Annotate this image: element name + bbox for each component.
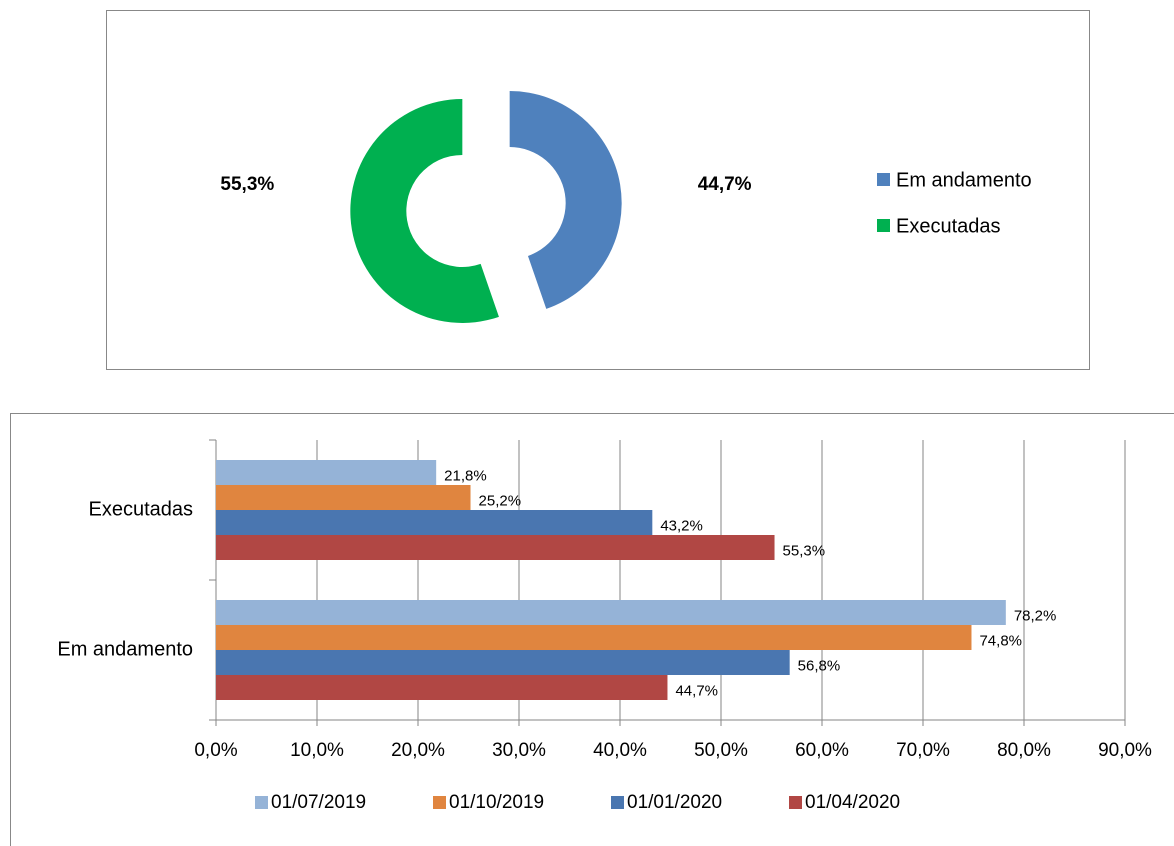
x-tick-label: 90,0% — [1098, 740, 1152, 761]
legend-swatch — [433, 796, 446, 809]
legend-swatch — [611, 796, 624, 809]
donut-slice — [350, 98, 499, 323]
y-tick-label: Em andamento — [57, 638, 193, 660]
donut-slice — [509, 91, 622, 309]
legend-label: 01/07/2019 — [271, 792, 366, 813]
data-label: 25,2% — [479, 492, 522, 509]
legend-label: Em andamento — [896, 169, 1032, 191]
legend-swatch — [789, 796, 802, 809]
x-tick-label: 20,0% — [391, 740, 445, 761]
bar — [216, 625, 972, 650]
data-label: 21,8% — [444, 467, 487, 484]
x-tick-label: 60,0% — [795, 740, 849, 761]
x-tick-label: 40,0% — [593, 740, 647, 761]
data-label: 56,8% — [798, 657, 841, 674]
bar — [216, 460, 437, 485]
slice-label: 55,3% — [220, 174, 274, 195]
legend-swatch — [255, 796, 268, 809]
x-tick-label: 50,0% — [694, 740, 748, 761]
bar — [216, 535, 775, 560]
data-label: 74,8% — [979, 632, 1022, 649]
bar — [216, 650, 790, 675]
bar — [216, 510, 653, 535]
x-tick-label: 10,0% — [290, 740, 344, 761]
legend-label: Executadas — [896, 215, 1001, 237]
bar — [216, 600, 1006, 625]
x-tick-label: 70,0% — [896, 740, 950, 761]
x-tick-label: 0,0% — [194, 740, 237, 761]
legend-swatch — [877, 219, 890, 232]
data-label: 44,7% — [675, 682, 718, 699]
data-label: 43,2% — [660, 517, 703, 534]
legend-swatch — [877, 173, 890, 186]
data-label: 55,3% — [783, 542, 826, 559]
legend-label: 01/01/2020 — [627, 792, 722, 813]
y-tick-label: Executadas — [88, 498, 193, 520]
bar — [216, 485, 471, 510]
x-tick-label: 30,0% — [492, 740, 546, 761]
x-tick-label: 80,0% — [997, 740, 1051, 761]
data-label: 78,2% — [1014, 607, 1057, 624]
legend-label: 01/10/2019 — [449, 792, 544, 813]
slice-label: 44,7% — [698, 174, 752, 195]
legend-label: 01/04/2020 — [805, 792, 900, 813]
bar — [216, 675, 668, 700]
